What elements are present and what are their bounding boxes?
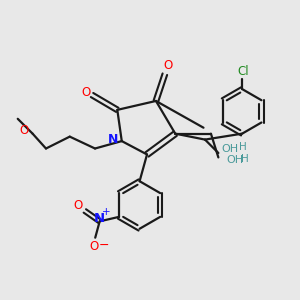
Text: OH: OH	[226, 155, 243, 165]
Text: −: −	[98, 238, 109, 252]
Text: OH: OH	[222, 143, 239, 154]
Text: O: O	[74, 199, 83, 212]
Text: O: O	[163, 59, 172, 72]
Text: O: O	[20, 124, 29, 137]
Text: O: O	[89, 239, 98, 253]
Text: Cl: Cl	[237, 65, 248, 78]
Text: N: N	[94, 212, 105, 226]
Text: H: H	[239, 142, 247, 152]
Text: O: O	[81, 85, 90, 98]
Text: N: N	[108, 133, 118, 146]
Text: H: H	[241, 154, 249, 164]
Text: +: +	[102, 207, 110, 218]
